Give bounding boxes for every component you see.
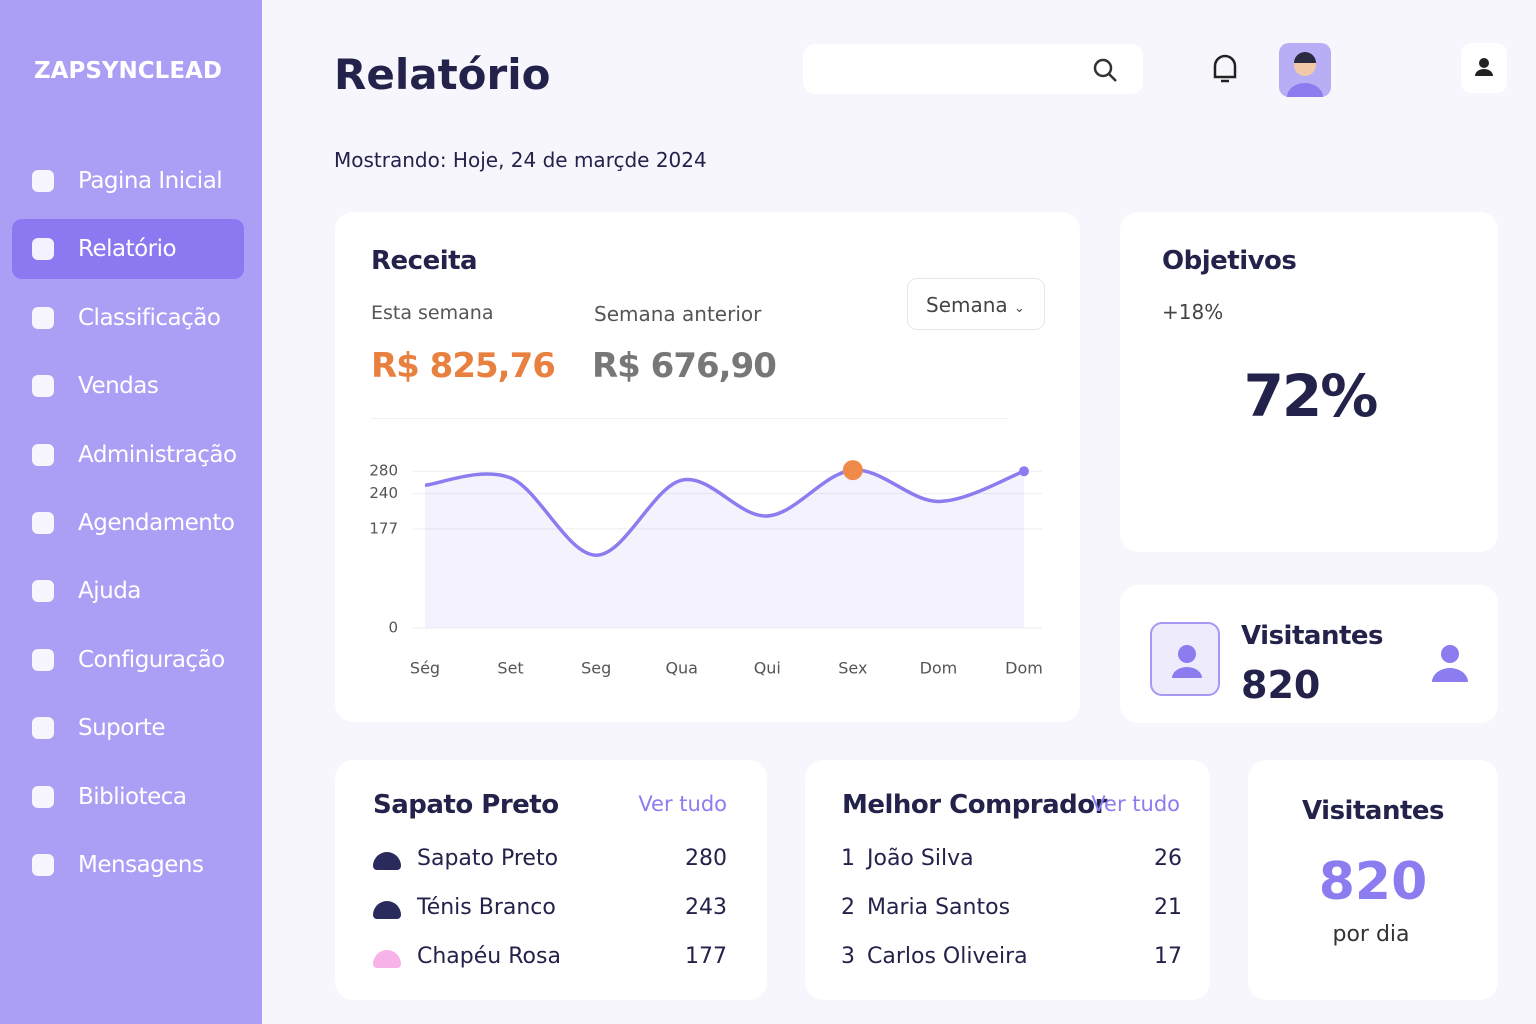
buyer-amount: 26 [1154, 846, 1182, 871]
nav-item[interactable]: Mensagens [12, 835, 244, 895]
buyer-rank: 2 [841, 895, 855, 920]
buyer: 1 João Silva [841, 846, 974, 871]
revenue-card: Receita Esta semana Semana anterior R$ 8… [335, 212, 1080, 722]
card-title: Visitantes [1241, 621, 1384, 651]
buyer-rank: 3 [841, 944, 855, 969]
product-qty: 177 [685, 944, 727, 969]
search-icon [1093, 58, 1117, 82]
buyer: 2 Maria Santos [841, 895, 1010, 920]
card-title: Objetivos [1162, 246, 1297, 276]
product-icon [373, 852, 401, 870]
buyer-row: 3 Carlos Oliveira 17 [841, 944, 1182, 969]
brand: ZAPSYNCLEAD [34, 58, 222, 84]
nav-icon [32, 238, 54, 261]
buyer-name: Maria Santos [867, 895, 1011, 920]
nav-icon [32, 854, 54, 876]
prev-week-value: R$ 676,90 [592, 346, 777, 386]
product-name: Ténis Branco [371, 895, 556, 920]
nav-item[interactable]: Relatório [12, 219, 244, 280]
label: Semana anterior [594, 302, 762, 326]
product-name: Chapéu Rosa [371, 944, 561, 969]
date-range: Mostrando: Hoje, 24 de marçde 2024 [334, 148, 707, 172]
nav-item[interactable]: Ajuda [12, 561, 244, 621]
divider [371, 418, 1009, 419]
product-text: Sapato Preto [417, 846, 559, 871]
nav-icon [32, 375, 54, 398]
nav-icon [32, 512, 54, 534]
nav-icon [32, 785, 54, 808]
bell-icon[interactable] [1208, 52, 1242, 86]
gauge-label: 72% [1243, 362, 1379, 430]
product-icon [373, 950, 401, 968]
product-row: Chapéu Rosa 177 [371, 944, 727, 969]
search-box[interactable] [803, 44, 1143, 94]
nav-icon [32, 648, 54, 671]
product-row: Ténis Branco 243 [371, 895, 727, 920]
this-week-value: R$ 825,76 [371, 346, 556, 386]
product-row: Sapato Preto 280 [371, 846, 727, 871]
period-select[interactable]: Semana ⌄ [907, 278, 1045, 330]
buyer-row: 1 João Silva 26 [841, 846, 1182, 871]
period-text: Semana [926, 293, 1008, 317]
label: Esta semana [371, 302, 494, 324]
buyer-name: João Silva [867, 846, 974, 871]
product-text: Ténis Branco [417, 895, 556, 920]
nav-item[interactable]: Classificação [12, 288, 244, 348]
product-name: Sapato Preto [371, 846, 558, 871]
nav-icon [32, 443, 54, 466]
avatar[interactable] [1279, 43, 1331, 97]
person-icon [1432, 645, 1468, 682]
card-title: Receita [371, 246, 478, 276]
buyer-amount: 17 [1154, 944, 1182, 969]
nav-icon [32, 306, 54, 329]
profile-button[interactable] [1461, 43, 1507, 93]
nav-icon [32, 170, 54, 192]
goals-card: Objetivos +18% 72% [1120, 212, 1498, 552]
card-title: Visitantes [1302, 796, 1445, 826]
buyer-name: Carlos Oliveira [867, 944, 1028, 969]
see-all[interactable]: Ver tudo [638, 792, 727, 816]
sidebar: ZAPSYNCLEAD Pagina Inicial Relatório Class… [0, 0, 262, 1024]
nav-item[interactable]: Vendas [12, 356, 244, 416]
product-icon [373, 901, 401, 919]
nav-icon [32, 717, 54, 740]
change: +18% [1162, 300, 1224, 324]
buyer-row: 2 Maria Santos 21 [841, 895, 1182, 920]
nav-icon [32, 580, 54, 603]
avatar-face [1287, 52, 1323, 97]
products-card: Sapato Preto Ver tudo Sapato Preto 280 Tén… [335, 760, 767, 1000]
user-icon [1475, 58, 1493, 76]
product-qty: 280 [685, 846, 727, 871]
buyers-card: Melhor Comprador Ver tudo 1 João Silva 26 2… [805, 760, 1210, 1000]
page-title: Relatório [334, 50, 551, 99]
visitors-card: Visitantes 820 [1120, 585, 1498, 723]
nav-item[interactable]: Suporte [12, 698, 244, 758]
buyer: 3 Carlos Oliveira [841, 944, 1028, 969]
nav-item[interactable]: Biblioteca [12, 767, 244, 827]
buyer-amount: 21 [1154, 895, 1182, 920]
card-title: Melhor Comprador [842, 790, 1107, 820]
card-title: Sapato Preto [373, 790, 559, 820]
visitors-icon [1150, 622, 1220, 696]
nav-item[interactable]: Configuração [12, 630, 244, 690]
see-all[interactable]: Ver tudo [1091, 792, 1180, 816]
daily-visitors-card: Visitantes 820 por dia [1248, 760, 1498, 1000]
buyer-rank: 1 [841, 846, 855, 871]
product-qty: 243 [685, 895, 727, 920]
visitors-value: 820 [1241, 663, 1321, 707]
nav-item[interactable]: Administração [12, 425, 244, 485]
product-text: Chapéu Rosa [417, 944, 561, 969]
nav-item[interactable]: Pagina Inicial [12, 151, 244, 211]
person-icon [1172, 645, 1202, 678]
daily-value: 820 [1318, 852, 1428, 912]
daily-unit: por dia [1332, 922, 1410, 947]
nav-item[interactable]: Agendamento [12, 493, 244, 553]
